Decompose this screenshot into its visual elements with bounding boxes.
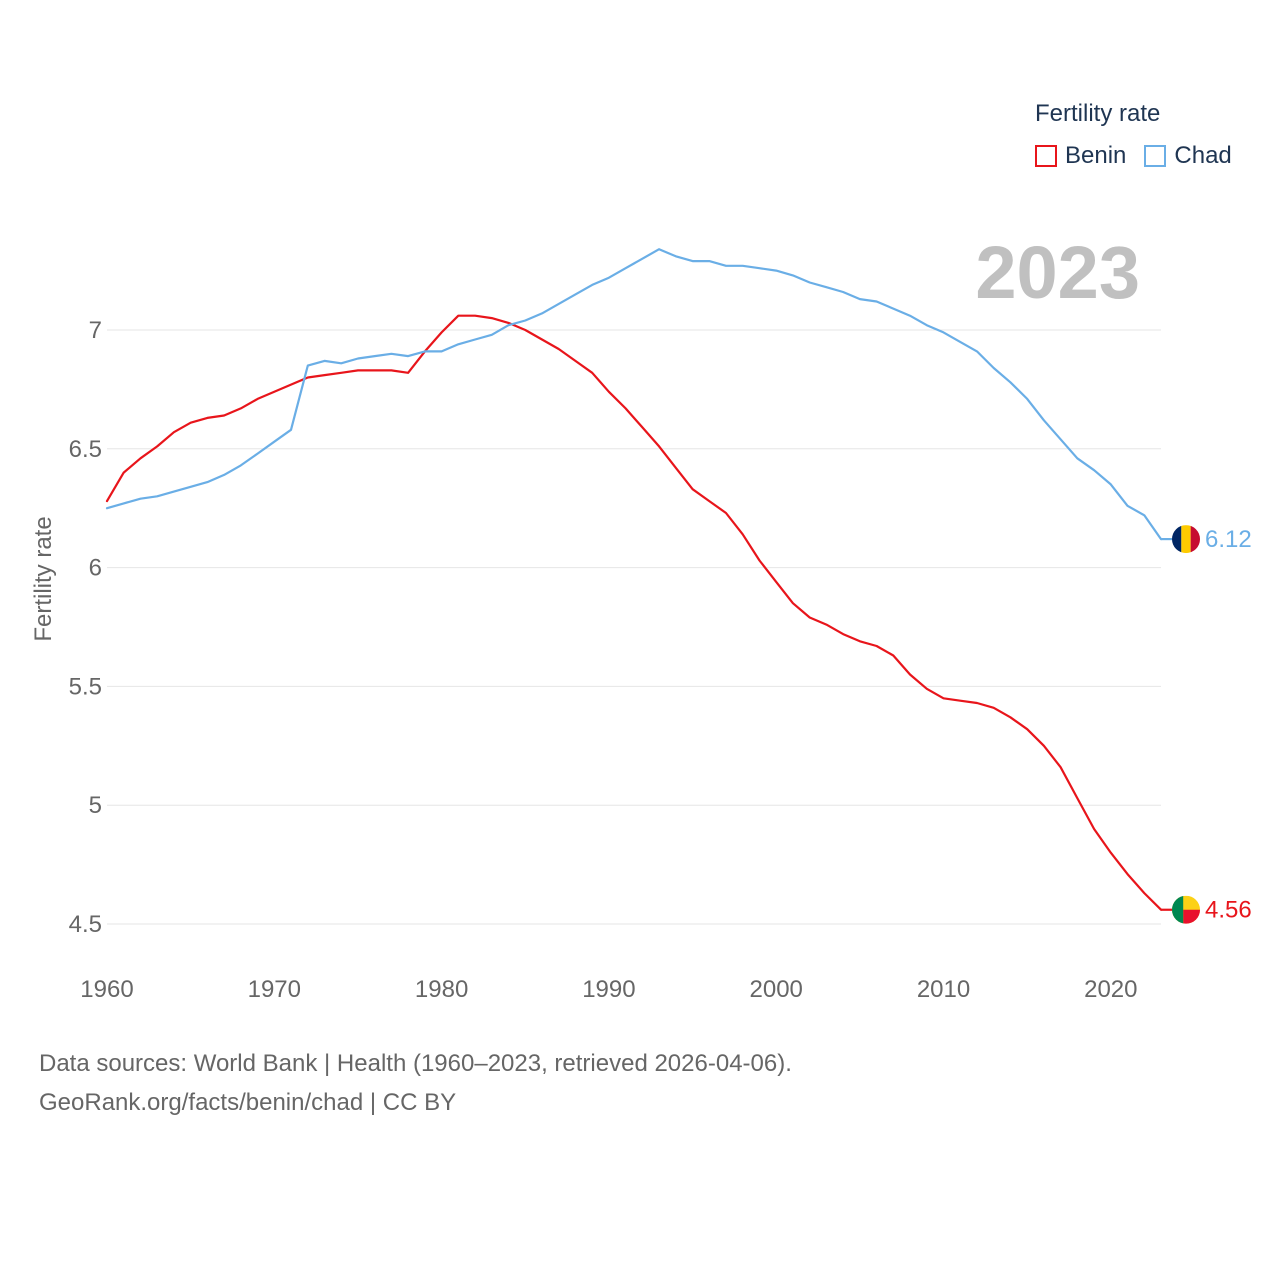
gridlines bbox=[107, 329, 1161, 925]
x-tick-label: 2000 bbox=[750, 976, 803, 1003]
y-tick-label: 5.5 bbox=[69, 673, 102, 700]
data-source-note: Data sources: World Bank | Health (1960–… bbox=[39, 1044, 792, 1122]
chad-flag-icon bbox=[1172, 525, 1200, 554]
legend-label-benin: Benin bbox=[1065, 142, 1127, 169]
series-line-benin bbox=[105, 314, 1163, 911]
legend: Benin Chad bbox=[1035, 142, 1250, 170]
legend-swatch-benin bbox=[1035, 145, 1057, 167]
legend-label-chad: Chad bbox=[1174, 142, 1232, 169]
source-line-1: Data sources: World Bank | Health (1960–… bbox=[39, 1050, 792, 1077]
end-value-label-chad: 6.12 bbox=[1205, 526, 1252, 553]
series-lines bbox=[105, 248, 1163, 911]
legend-item-chad[interactable]: Chad bbox=[1144, 142, 1232, 170]
series-line-chad bbox=[105, 248, 1163, 541]
x-tick-label: 2020 bbox=[1084, 976, 1137, 1003]
y-tick-labels: 4.5 5 5.5 6 6.5 7 bbox=[69, 317, 102, 938]
legend-title: Fertility rate bbox=[1035, 100, 1161, 127]
x-tick-label: 1960 bbox=[80, 976, 133, 1003]
y-tick-label: 5 bbox=[89, 792, 102, 819]
y-tick-label: 4.5 bbox=[69, 911, 102, 938]
end-markers: 4.56 6.12 bbox=[1161, 525, 1252, 924]
legend-item-benin[interactable]: Benin bbox=[1035, 142, 1126, 170]
x-tick-label: 1990 bbox=[582, 976, 635, 1003]
x-tick-label: 2010 bbox=[917, 976, 970, 1003]
y-tick-label: 6.5 bbox=[69, 436, 102, 463]
benin-flag-icon bbox=[1172, 895, 1200, 924]
source-line-2[interactable]: GeoRank.org/facts/benin/chad | CC BY bbox=[39, 1089, 457, 1116]
y-tick-label: 7 bbox=[89, 317, 102, 344]
end-value-label-benin: 4.56 bbox=[1205, 897, 1252, 924]
legend-swatch-chad bbox=[1144, 145, 1167, 167]
y-tick-label: 6 bbox=[89, 555, 102, 582]
y-axis-label: Fertility rate bbox=[30, 516, 57, 641]
x-tick-labels: 1960 1970 1980 1990 2000 2010 2020 bbox=[80, 976, 1137, 1003]
x-tick-label: 1970 bbox=[248, 976, 301, 1003]
x-tick-label: 1980 bbox=[415, 976, 468, 1003]
year-label: 2023 bbox=[975, 231, 1140, 314]
